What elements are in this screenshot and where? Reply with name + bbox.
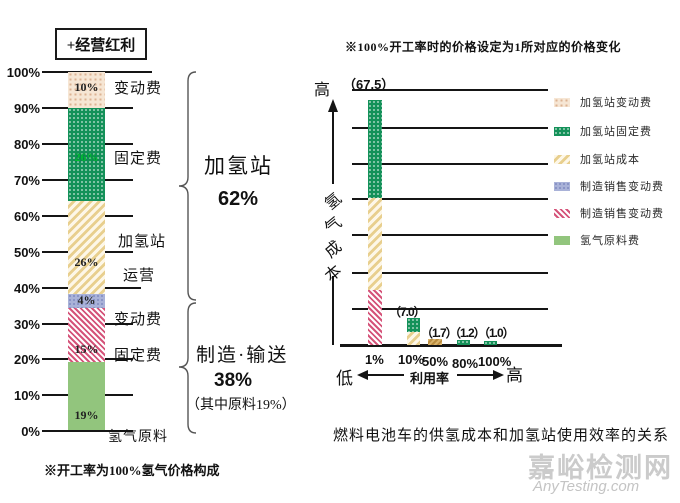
segment-value-blue: 4% [77, 293, 96, 307]
bar-10pct-bottom [407, 332, 420, 345]
y-tick-30: 30% [13, 317, 40, 332]
right-chart-note: ※100%开工率时的价格设定为1所对应的价格变化 [345, 40, 622, 54]
r-gridline-4 [352, 198, 548, 200]
group2-value: 38% [214, 370, 253, 391]
bar-10pct-top [407, 318, 420, 332]
bar-50pct [428, 339, 442, 345]
legend-label: 制造销售变动费 [580, 208, 664, 220]
bar-80pct [457, 340, 470, 345]
side-label-station: 加氢站 [118, 234, 167, 250]
legend-item-manufacture-variable-blue: 制造销售变动费 [554, 178, 664, 194]
bar-100pct [484, 341, 497, 345]
group1-title: 加氢站 [204, 154, 273, 178]
util-right-arrow [457, 370, 504, 380]
segment-value-yellow: 26% [74, 255, 99, 269]
segment-value-greendot: 26% [74, 150, 99, 164]
legend-swatch-yellow-stripe [554, 154, 570, 164]
watermark-text: 嘉峪检测网 [528, 453, 673, 483]
operating-dividend-label: +经营红利 [66, 37, 136, 54]
side-label-fixed-top: 固定费 [114, 151, 163, 167]
group2-title: 制造·输送 [196, 345, 289, 366]
value-80pct: （1.2） [449, 326, 486, 340]
y-tick-20: 20% [13, 352, 40, 367]
y-tick-70: 70% [13, 173, 40, 188]
r-x-axis [340, 344, 562, 347]
y-tick-100: 100% [6, 65, 40, 80]
legend-item-station-cost: 加氢站成本 [554, 151, 640, 167]
legend-swatch-green-solid [554, 235, 570, 245]
value-100pct: （1.0） [478, 326, 515, 340]
legend-item-station-fixed: 加氢站固定费 [554, 123, 652, 139]
x-tick-10pct: 10% [398, 352, 425, 367]
segment-manufacture-fixed-cost [68, 308, 105, 362]
left-footnote: ※开工率为100%氢气价格构成 [44, 463, 220, 478]
legend-label: 加氢站变动费 [580, 97, 652, 109]
legend-label: 加氢站固定费 [580, 126, 652, 138]
y-tick-40: 40% [13, 281, 40, 296]
y-tick-90: 90% [13, 101, 40, 116]
y-tick-0: 0% [21, 424, 40, 439]
util-low-label: 低 [336, 369, 353, 388]
r-gridline-6 [352, 272, 548, 274]
legend-swatch-red-stripe [554, 208, 570, 218]
value-50pct: （1.7） [421, 326, 458, 340]
legend-item-manufacture-variable-red: 制造销售变动费 [554, 205, 664, 221]
segment-hydrogen-raw-material [68, 362, 105, 430]
r-gridline-7 [352, 308, 548, 310]
gridline-0 [42, 430, 133, 432]
y-tick-10: 10% [13, 388, 40, 403]
bar-1pct-manufacture-cost [368, 290, 382, 345]
chart-caption: 燃料电池车的供氢成本和加氢站使用效率的关系 [333, 428, 670, 444]
x-tick-80pct: 80% [452, 356, 479, 371]
cost-axis-arrow [328, 99, 338, 345]
legend-item-raw-material: 氢气原料费 [554, 232, 640, 248]
util-high-label: 高 [506, 366, 523, 385]
legend-item-station-variable: 加氢站变动费 [554, 94, 652, 110]
segment-station-variable-cost [68, 72, 105, 108]
legend-swatch-pink-dot [554, 97, 570, 107]
x-tick-1pct: 1% [365, 352, 384, 367]
side-label-operation: 运营 [123, 268, 156, 284]
segment-station-operation [68, 201, 105, 294]
segment-manufacture-variable-cost [68, 294, 105, 308]
r-gridline-2 [352, 127, 548, 129]
cost-high-label: 高 [314, 82, 331, 99]
watermark-url: AnyTesting.com [533, 478, 640, 495]
util-axis-label: 利用率 [410, 371, 450, 386]
side-label-variable-mid: 变动费 [114, 312, 163, 328]
r-gridline-1 [352, 89, 548, 91]
legend-label: 加氢站成本 [580, 154, 640, 166]
legend-swatch-green-dot [554, 126, 570, 136]
y-tick-80: 80% [13, 137, 40, 152]
side-label-fixed-mid: 固定费 [114, 348, 163, 364]
segment-value-red: 15% [74, 342, 99, 356]
segment-station-fixed-cost [68, 108, 105, 201]
segment-value-pink: 10% [74, 80, 99, 94]
r-gridline-3 [352, 163, 548, 165]
legend-label: 氢气原料费 [580, 235, 640, 247]
group2-note: （其中原料19%） [186, 398, 296, 413]
group1-value: 62% [218, 188, 259, 210]
x-tick-50pct: 50% [422, 354, 449, 369]
operating-dividend-box: +经营红利 [55, 28, 147, 60]
r-gridline-5 [352, 234, 548, 236]
side-label-variable-top: 变动费 [114, 81, 163, 97]
y-tick-50: 50% [13, 245, 40, 260]
x-tick-100pct: 100% [478, 354, 512, 369]
y-tick-60: 60% [13, 209, 40, 224]
side-label-raw-material: 氢气原料 [108, 430, 168, 445]
bar-1pct-station-fixed [368, 100, 382, 198]
legend-label: 制造销售变动费 [580, 181, 664, 193]
util-left-arrow [357, 370, 404, 380]
legend-swatch-blue-dot [554, 181, 570, 191]
bar-1pct-station-cost [368, 198, 382, 290]
top-bar-value: （67.5） [343, 77, 395, 92]
segment-value-green: 19% [74, 408, 99, 422]
value-10pct: （7.0） [389, 305, 426, 319]
